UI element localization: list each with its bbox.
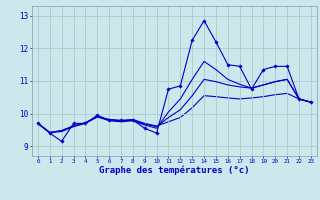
X-axis label: Graphe des températures (°c): Graphe des températures (°c) xyxy=(99,166,250,175)
